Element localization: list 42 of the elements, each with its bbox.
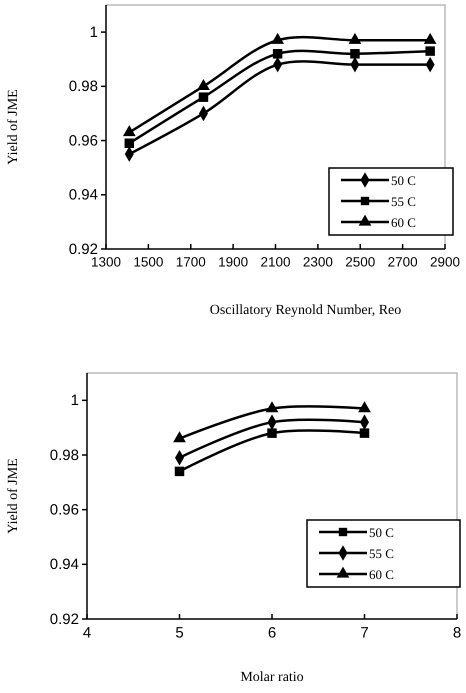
point [198, 92, 208, 102]
x-tick-label: 1500 [133, 254, 164, 270]
y-tick-label: 0.98 [68, 78, 98, 96]
x-axis-title: Molar ratio [240, 670, 304, 685]
x-tick-label: 2700 [388, 254, 418, 270]
y-axis-title: Yield of JME [6, 458, 21, 534]
y-tick-label: 0.98 [50, 446, 79, 464]
x-tick-label: 1900 [218, 254, 248, 270]
point [124, 138, 134, 148]
y-tick-label: 1 [90, 24, 98, 41]
x-tick-label: 7 [360, 624, 369, 642]
point [358, 401, 371, 412]
y-tick-label: 1 [70, 392, 79, 410]
x-tick-label: 6 [268, 624, 276, 642]
point [425, 46, 435, 56]
point [350, 49, 360, 59]
y-tick-label: 0.92 [50, 610, 79, 628]
x-tick-label: 2300 [302, 254, 333, 270]
y-tick-label: 0.96 [68, 132, 98, 150]
point [272, 49, 282, 59]
point [174, 466, 184, 476]
legend-label: 55 C [391, 194, 416, 209]
legend-label: 50 C [369, 525, 394, 540]
point [360, 428, 370, 438]
x-tick-label: 2500 [345, 254, 376, 270]
point [267, 428, 277, 438]
legend-label: 55 C [369, 546, 394, 561]
x-tick-label: 1700 [176, 254, 206, 270]
y-tick-label: 0.94 [68, 186, 98, 204]
x-tick-label: 8 [452, 624, 462, 642]
point [266, 401, 278, 412]
x-tick-label: 2100 [260, 254, 291, 270]
x-tick-label: 2900 [430, 254, 460, 270]
legend-label: 60 C [391, 215, 416, 230]
legend-label: 50 C [391, 173, 416, 188]
y-tick-label: 0.96 [50, 501, 79, 518]
legend-label: 60 C [369, 567, 394, 582]
x-tick-label: 5 [175, 624, 184, 642]
x-tick-label: 4 [82, 624, 92, 642]
x-axis-title: Oscillatory Reynold Number, Reo [210, 303, 402, 318]
y-axis-title: Yield of JME [6, 89, 21, 165]
y-tick-label: 0.94 [50, 556, 79, 574]
